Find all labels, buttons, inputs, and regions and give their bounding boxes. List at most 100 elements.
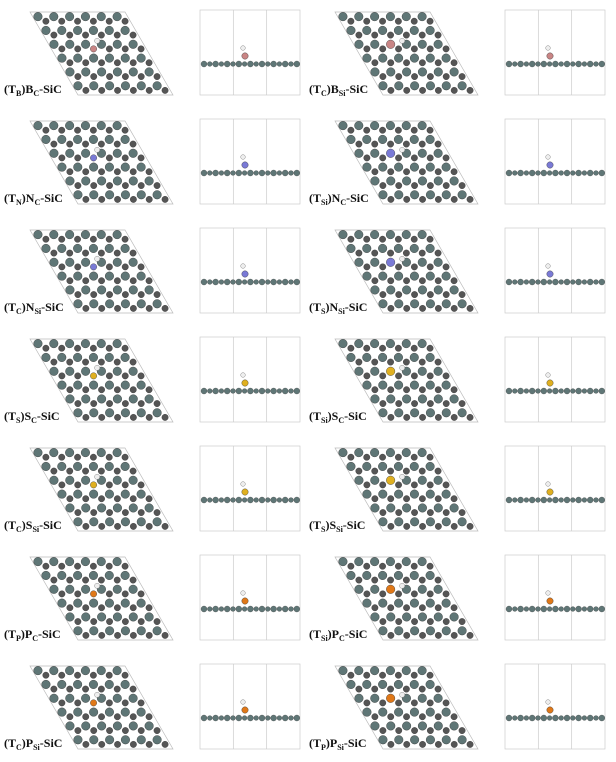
side-atom (536, 716, 541, 721)
atom (418, 12, 427, 21)
atom (435, 741, 441, 747)
atom (403, 714, 409, 720)
atom (418, 367, 427, 376)
atom (113, 286, 122, 295)
atom (129, 40, 138, 49)
atom (426, 517, 435, 526)
atom (404, 632, 410, 638)
atom (73, 708, 82, 717)
atom (355, 694, 364, 703)
atom (403, 605, 409, 611)
atom (467, 414, 473, 420)
atom (443, 373, 449, 379)
atom (97, 230, 106, 239)
side-atom (564, 170, 570, 176)
side-atom (518, 497, 524, 503)
side-atom (289, 498, 294, 503)
side-atom (282, 715, 288, 721)
side-atom (547, 498, 552, 503)
atom (154, 73, 160, 79)
atom (74, 517, 83, 526)
atom (67, 714, 73, 720)
atom (65, 666, 74, 675)
atom (51, 32, 57, 38)
side-atom (242, 280, 247, 285)
atom (66, 613, 75, 622)
atom (66, 722, 75, 731)
side-atom (213, 279, 219, 285)
side-atom (289, 280, 294, 285)
atom (450, 177, 459, 186)
atom (378, 708, 387, 717)
side-atom (294, 497, 300, 503)
atom (113, 504, 122, 513)
side-atom (506, 497, 512, 503)
side-atom (599, 388, 605, 394)
side-atom (536, 389, 541, 394)
atom (402, 395, 411, 404)
atom (362, 244, 371, 253)
atom (380, 182, 386, 188)
side-atom (529, 170, 535, 176)
side-atom (541, 606, 547, 612)
atom (34, 666, 43, 675)
side-atom (265, 716, 270, 721)
atom (97, 504, 106, 513)
side-h-atom (241, 264, 246, 269)
atom (65, 367, 74, 376)
atom (426, 708, 435, 717)
atom (51, 141, 57, 147)
atom (434, 149, 443, 158)
atom (74, 408, 83, 417)
atom (75, 155, 81, 161)
side-frame (505, 228, 605, 313)
atom (73, 381, 82, 390)
atom (74, 345, 80, 351)
side-atom (259, 497, 265, 503)
h-atom (95, 147, 100, 152)
label-text: -SiC (40, 191, 63, 205)
side-atom (552, 715, 558, 721)
atom (387, 359, 393, 365)
side-atom (213, 497, 219, 503)
side-atom (289, 62, 294, 67)
atom (459, 73, 465, 79)
atom (114, 250, 120, 256)
atom (106, 264, 112, 270)
atom (43, 672, 49, 678)
atom (34, 557, 43, 566)
atom (443, 400, 449, 406)
atom (388, 60, 394, 66)
atom (162, 632, 168, 638)
atom (370, 149, 379, 158)
side-atom (247, 388, 253, 394)
atom (426, 571, 435, 580)
atom (106, 727, 112, 733)
atom (129, 177, 138, 186)
atom (122, 618, 128, 624)
atom (388, 632, 394, 638)
side-atom (254, 607, 259, 612)
atom (105, 599, 114, 608)
side-atom (564, 497, 570, 503)
atom (106, 18, 112, 24)
side-atom (594, 716, 599, 721)
atom (82, 468, 88, 474)
atom (434, 585, 443, 594)
side-atom (512, 280, 517, 285)
side-atom (201, 61, 207, 67)
atom (99, 523, 105, 529)
atom (90, 18, 96, 24)
atom (387, 686, 393, 692)
atom (380, 509, 386, 515)
atom (114, 686, 120, 692)
atom (371, 395, 380, 404)
side-atom (594, 607, 599, 612)
atom (435, 387, 441, 393)
atom (75, 46, 81, 52)
atom (418, 339, 427, 348)
atom (419, 305, 425, 311)
atom (411, 482, 417, 488)
atom (451, 196, 457, 202)
atom (67, 278, 73, 284)
